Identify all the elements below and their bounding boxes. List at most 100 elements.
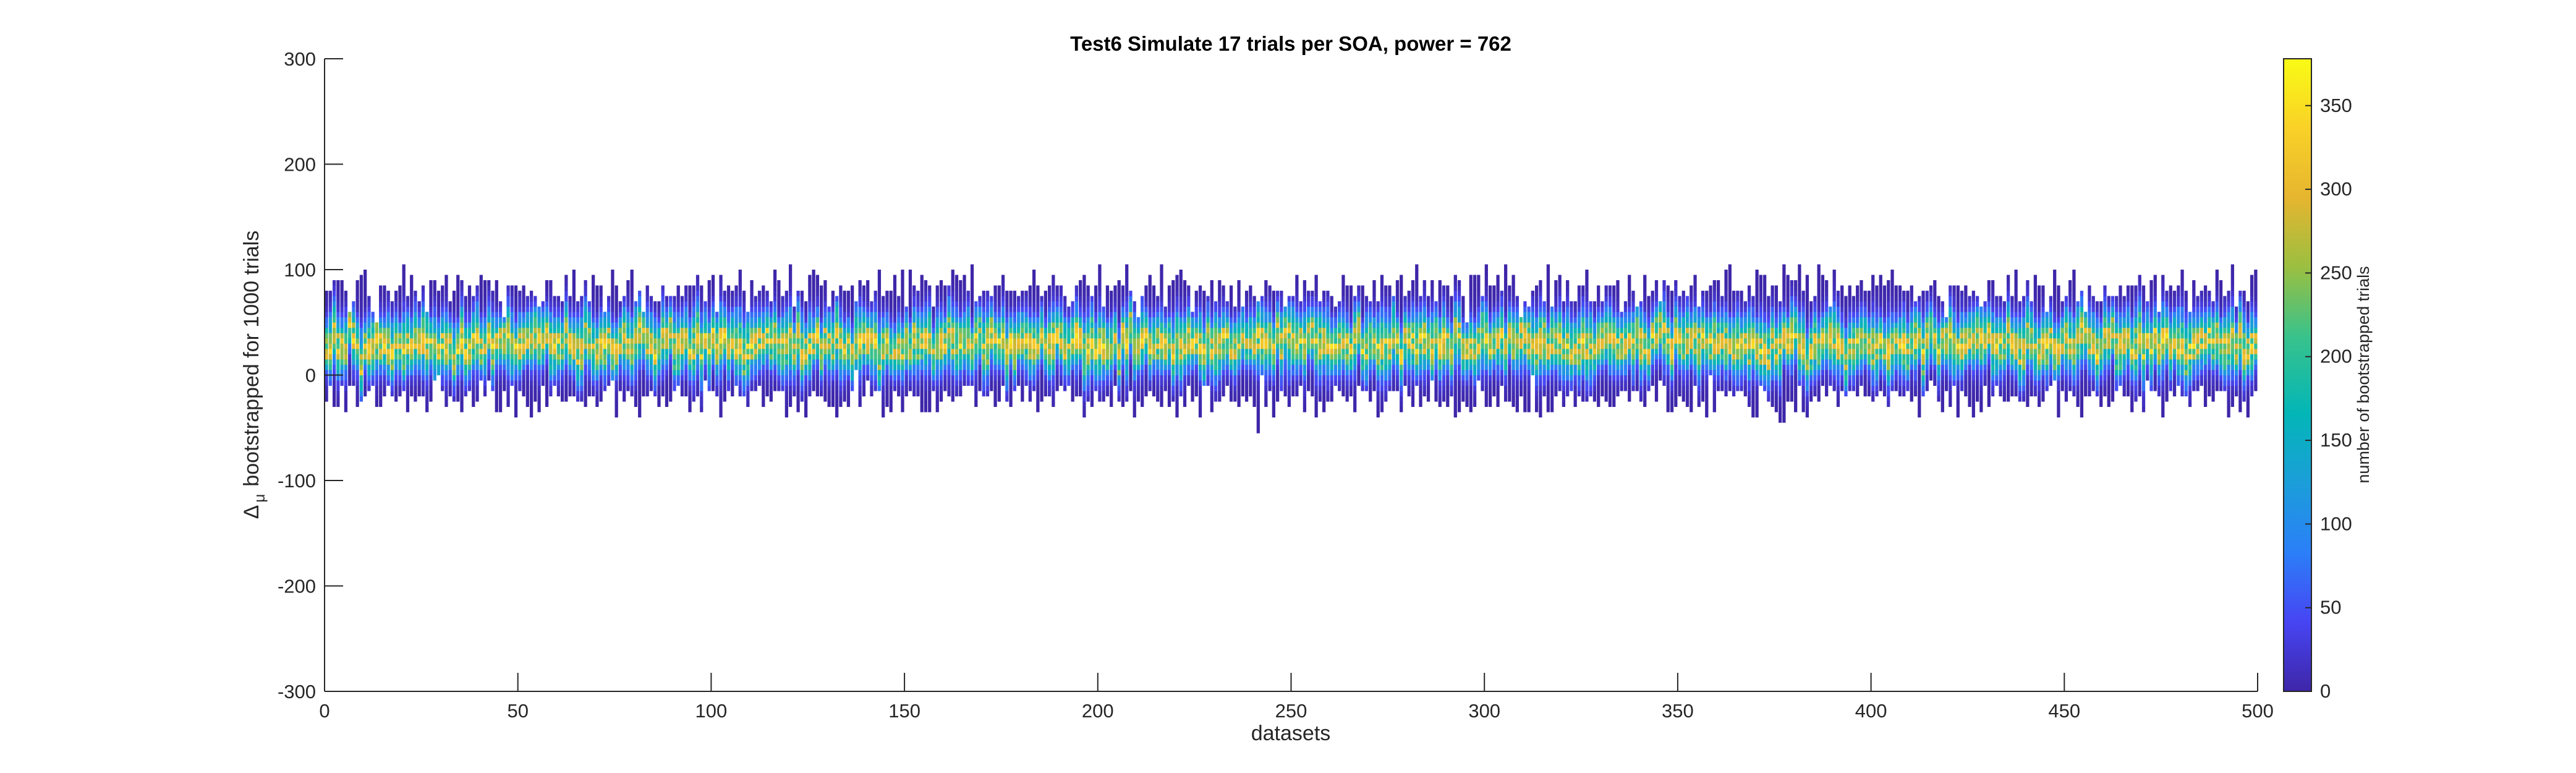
heatmap-cell [788,296,793,302]
heatmap-cell [1052,312,1055,318]
heatmap-cell [990,317,993,323]
heatmap-cell [1067,343,1071,349]
heatmap-cell [959,306,963,312]
heatmap-cell [402,338,406,344]
heatmap-cell [704,364,707,370]
heatmap-cell [340,369,344,375]
heatmap-cell [715,364,719,370]
heatmap-cell [553,364,556,370]
heatmap-cell [1074,364,1079,370]
heatmap-cell [371,322,375,328]
heatmap-cell [723,354,726,360]
heatmap-cell [1032,343,1036,349]
heatmap-cell [1094,333,1098,339]
heatmap-cell [587,333,592,339]
heatmap-cell [1179,317,1183,323]
heatmap-cell [425,406,429,412]
heatmap-cell [638,306,642,312]
heatmap-cell [1187,291,1191,297]
heatmap-cell [572,275,576,281]
heatmap-cell [815,391,820,396]
heatmap-cell [978,333,982,339]
heatmap-cell [901,380,904,386]
heatmap-cell [1233,391,1237,396]
heatmap-cell [796,348,800,354]
heatmap-cell [1013,301,1016,307]
heatmap-cell [901,364,904,370]
heatmap-cell [1013,369,1016,375]
heatmap-cell [990,296,993,302]
heatmap-cell [765,364,769,370]
heatmap-cell [394,338,398,344]
heatmap-cell [1032,275,1036,281]
heatmap-cell [1167,312,1171,318]
heatmap-cell [742,338,746,344]
heatmap-cell [1098,369,1102,375]
heatmap-cell [441,375,444,381]
heatmap-cell [472,369,475,375]
heatmap-cell [580,322,584,328]
heatmap-cell [823,380,827,386]
heatmap-cell [932,354,935,360]
heatmap-cell [1001,338,1005,344]
heatmap-cell [959,354,963,360]
heatmap-cell [912,369,916,375]
heatmap-cell [394,327,398,333]
heatmap-cell [1055,312,1059,318]
heatmap-cell [901,285,904,291]
heatmap-cell [580,343,584,349]
heatmap-cell [815,380,820,386]
heatmap-cell [1121,312,1125,318]
heatmap-cell [928,327,932,333]
heatmap-cell [525,401,529,408]
heatmap-cell [564,359,568,365]
heatmap-cell [985,333,990,339]
heatmap-cell [1067,327,1071,333]
heatmap-cell [584,401,587,408]
heatmap-cell [1222,338,1225,344]
heatmap-cell [328,327,332,333]
heatmap-cell [355,364,359,370]
heatmap-cell [796,317,800,323]
heatmap-cell [669,306,673,312]
heatmap-cell [584,280,587,286]
heatmap-cell [564,396,568,402]
heatmap-cell [464,301,467,307]
heatmap-cell [560,364,564,370]
heatmap-cell [1110,396,1113,402]
heatmap-cell [1133,412,1136,418]
heatmap-cell [688,312,692,318]
heatmap-cell [723,301,726,307]
heatmap-cell [564,343,568,349]
heatmap-cell [982,359,985,365]
heatmap-cell [893,385,897,391]
heatmap-cell [487,291,491,297]
heatmap-cell [970,359,974,365]
heatmap-cell [1032,338,1036,344]
heatmap-cell [757,343,762,349]
heatmap-cell [580,391,584,396]
heatmap-cell [858,291,862,297]
heatmap-cell [1005,317,1009,323]
heatmap-cell [340,327,344,333]
heatmap-cell [328,359,332,365]
heatmap-cell [982,317,985,323]
heatmap-cell [928,380,932,386]
heatmap-cell [920,291,924,297]
heatmap-cell [889,369,893,375]
heatmap-cell [1191,327,1194,333]
heatmap-cell [506,359,510,365]
heatmap-cell [1090,391,1094,396]
heatmap-cell [1113,375,1117,381]
heatmap-cell [711,322,715,328]
heatmap-cell [707,369,711,375]
heatmap-cell [592,317,595,323]
heatmap-cell [893,306,897,312]
heatmap-cell [522,338,525,344]
heatmap-cell [1040,312,1044,318]
heatmap-cell [846,369,851,375]
heatmap-cell [680,380,684,386]
heatmap-cell [514,354,518,360]
heatmap-cell [1222,364,1225,370]
heatmap-cell [839,317,843,323]
